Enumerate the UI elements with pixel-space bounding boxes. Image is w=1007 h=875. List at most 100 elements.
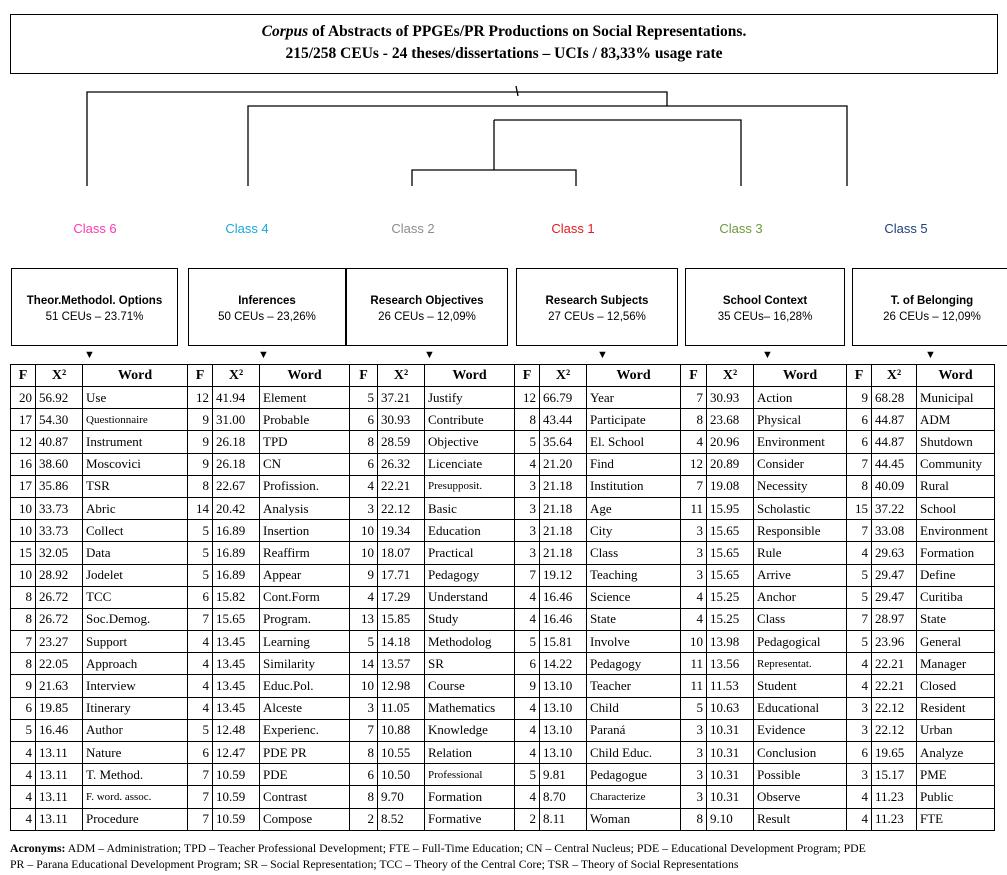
word-cell: Cont.Form [260,586,350,608]
frequency-cell: 12 [681,453,707,475]
chi-square-cell: 33.73 [36,520,83,542]
frequency-cell: 8 [11,608,36,630]
chi-square-cell: 9.70 [378,786,425,808]
word-cell: Use [83,387,188,409]
word-cell: Itinerary [83,697,188,719]
word-cell: Reaffirm [260,542,350,564]
chi-square-cell: 8.11 [540,808,587,830]
chi-square-cell: 16.46 [540,586,587,608]
chi-square-cell: 10.88 [378,719,425,741]
chi-square-cell: 20.42 [213,497,260,519]
column-header-f: F [515,365,540,387]
chi-square-cell: 56.92 [36,387,83,409]
chi-square-cell: 19.65 [872,742,917,764]
chi-square-cell: 10.55 [378,742,425,764]
frequency-cell: 3 [681,719,707,741]
frequency-cell: 10 [681,631,707,653]
frequency-cell: 5 [681,697,707,719]
class-2-label: Class 2 [353,221,473,236]
frequency-cell: 3 [681,764,707,786]
frequency-cell: 2 [350,808,378,830]
chi-square-cell: 15.17 [872,764,917,786]
chi-square-cell: 10.31 [707,764,754,786]
arrow-down-icon: ▼ [925,350,936,361]
word-cell: Public [917,786,995,808]
frequency-cell: 3 [847,697,872,719]
frequency-cell: 17 [11,475,36,497]
table-row: 16 38.60 Moscovici 9 26.18 CN 6 26.32 Licenciate… [11,453,995,475]
column-header-f: F [11,365,36,387]
frequency-cell: 8 [681,808,707,830]
frequency-cell: 4 [515,786,540,808]
chi-square-cell: 21.18 [540,475,587,497]
word-cell: Insertion [260,520,350,542]
frequency-cell: 6 [515,653,540,675]
word-cell: Education [425,520,515,542]
frequency-cell: 3 [350,697,378,719]
chi-square-cell: 16.46 [540,608,587,630]
chi-square-cell: 13.11 [36,764,83,786]
word-cell: Shutdown [917,431,995,453]
chi-square-cell: 10.31 [707,719,754,741]
chi-square-cell: 23.68 [707,409,754,431]
word-cell: Teacher [587,675,681,697]
word-cell: Arrive [754,564,847,586]
arrow-down-icon: ▼ [597,350,608,361]
frequency-cell: 10 [11,564,36,586]
word-cell: Element [260,387,350,409]
chi-square-cell: 19.08 [707,475,754,497]
table-row: 4 13.11 T. Method. 7 10.59 PDE 6 10.50 Professio… [11,764,995,786]
chi-square-cell: 21.63 [36,675,83,697]
chi-square-cell: 44.87 [872,431,917,453]
chi-square-cell: 23.96 [872,631,917,653]
chi-square-cell: 13.10 [540,742,587,764]
table-row: 4 13.11 Procedure 7 10.59 Compose 2 8.52 Formati… [11,808,995,830]
category-title: Inferences [189,295,345,307]
frequency-cell: 4 [188,697,213,719]
chi-square-cell: 9.10 [707,808,754,830]
word-cell: Experienc. [260,719,350,741]
word-cell: Pedagogy [587,653,681,675]
word-cell: Learning [260,631,350,653]
frequency-cell: 9 [515,675,540,697]
word-cell: TPD [260,431,350,453]
chi-square-cell: 15.65 [213,608,260,630]
word-cell: Course [425,675,515,697]
word-cell: Formative [425,808,515,830]
acronyms-text-1: ADM – Administration; TPD – Teacher Prof… [65,841,865,855]
column-header-word: Word [425,365,515,387]
word-cell: Abric [83,497,188,519]
chi-square-cell: 13.11 [36,808,83,830]
frequency-cell: 9 [350,564,378,586]
word-cell: Possible [754,764,847,786]
word-cell: Objective [425,431,515,453]
word-cell: Urban [917,719,995,741]
chi-square-cell: 13.98 [707,631,754,653]
word-cell: Justify [425,387,515,409]
frequency-cell: 16 [11,453,36,475]
chi-square-cell: 41.94 [213,387,260,409]
frequency-cell: 20 [11,387,36,409]
chi-square-cell: 22.12 [378,497,425,519]
word-cell: Relation [425,742,515,764]
frequency-cell: 14 [188,497,213,519]
chi-square-cell: 10.50 [378,764,425,786]
arrow-down-icon: ▼ [762,350,773,361]
word-cell: PDE PR [260,742,350,764]
word-cell: Procedure [83,808,188,830]
frequency-cell: 4 [847,675,872,697]
frequency-cell: 4 [681,586,707,608]
chi-square-cell: 13.45 [213,675,260,697]
chi-square-cell: 12.98 [378,675,425,697]
frequency-cell: 11 [681,497,707,519]
category-title: Research Subjects [517,295,677,307]
chi-square-cell: 14.18 [378,631,425,653]
word-cell: Environment [917,520,995,542]
chi-square-cell: 11.05 [378,697,425,719]
dendrogram-branch-a [248,106,847,186]
frequency-cell: 4 [847,653,872,675]
word-frequency-table: F X² Word F X² Word F X² Word F X² Word F X² Word F X² Wo… [10,364,995,831]
category-stats: 51 CEUs – 23.71% [12,311,177,323]
chi-square-cell: 13.10 [540,697,587,719]
category-box-class-3: School Context 35 CEUs– 16,28% [685,268,845,346]
